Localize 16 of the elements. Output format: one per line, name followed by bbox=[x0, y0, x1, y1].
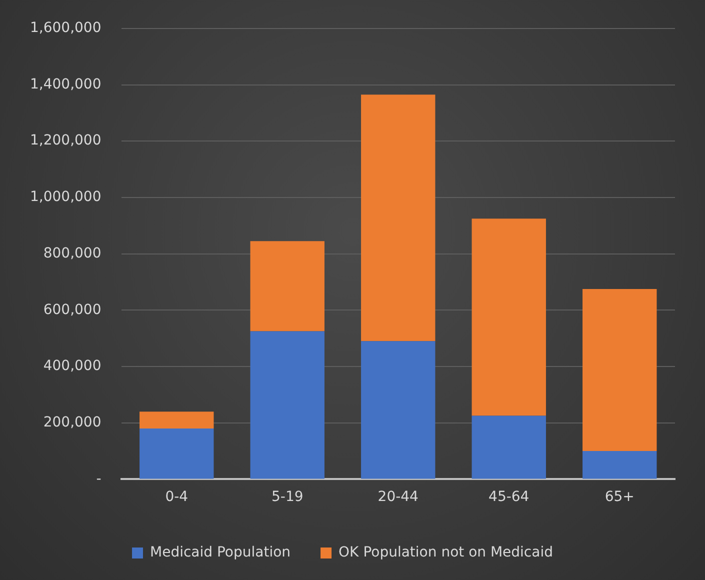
y-tick-label: 600,000 bbox=[43, 302, 102, 318]
x-tick-label: 65+ bbox=[604, 489, 634, 506]
y-tick-label: 1,000,000 bbox=[30, 189, 102, 206]
y-tick-label: 1,600,000 bbox=[30, 20, 102, 36]
legend-label: Medicaid Population bbox=[150, 544, 291, 561]
x-tick-label: 20-44 bbox=[378, 489, 419, 506]
x-tick-label: 0-4 bbox=[165, 489, 188, 506]
y-tick-label: 400,000 bbox=[43, 358, 102, 374]
legend-label: OK Population not on Medicaid bbox=[338, 544, 553, 561]
y-tick-label: 800,000 bbox=[43, 245, 102, 262]
y-tick-label: 200,000 bbox=[43, 414, 102, 430]
x-tick-label: 45-64 bbox=[488, 489, 530, 506]
x-tick-label: 5-19 bbox=[271, 489, 304, 506]
y-tick-label: - bbox=[96, 470, 102, 487]
y-tick-label: 1,400,000 bbox=[30, 76, 102, 92]
y-tick-label: 1,200,000 bbox=[30, 132, 102, 149]
